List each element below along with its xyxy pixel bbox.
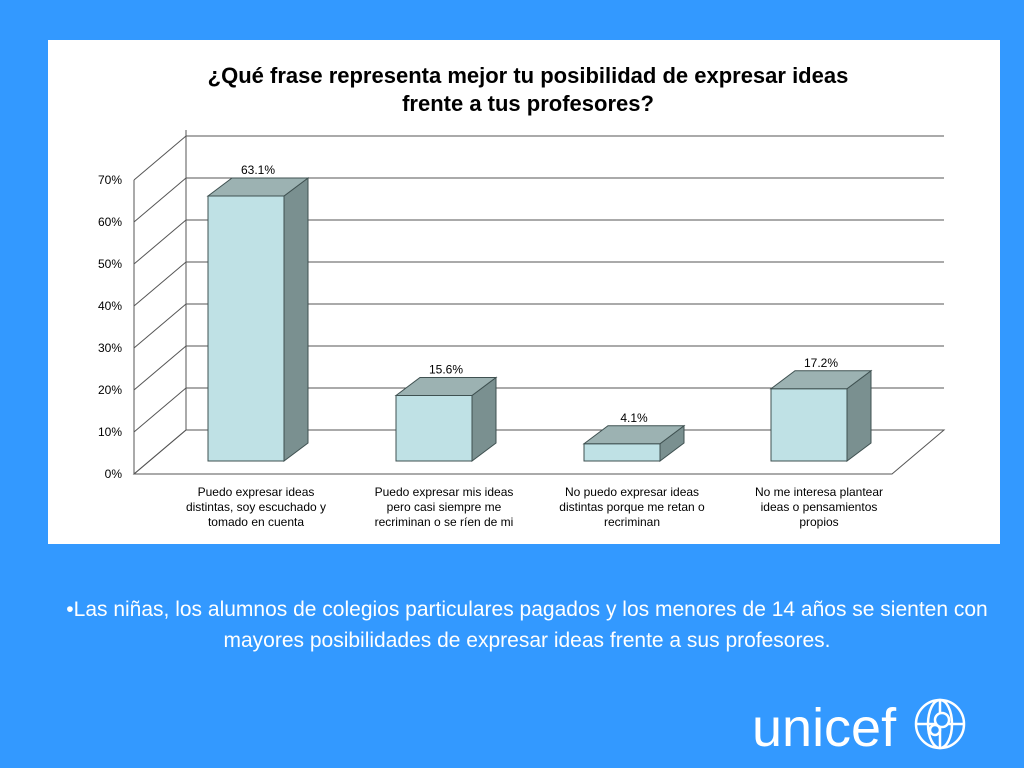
bar-front <box>207 195 285 462</box>
x-category-label: recriminan <box>604 515 660 529</box>
gridline-side <box>133 387 187 433</box>
x-category-label: distintas, soy escuchado y <box>186 500 326 514</box>
y-tick-label: 50% <box>98 257 122 271</box>
bar-front <box>583 443 661 462</box>
y-tick-label: 0% <box>105 467 123 481</box>
bar-front <box>770 388 848 462</box>
x-category-label: distintas porque me retan o <box>559 500 705 514</box>
gridline-side <box>133 303 187 349</box>
data-label: 4.1% <box>620 411 648 425</box>
x-category-label: No me interesa plantear <box>755 485 883 499</box>
unicef-logo: unicef <box>752 698 966 758</box>
y-tick-label: 10% <box>98 425 122 439</box>
x-category-label: propios <box>799 515 838 529</box>
data-label: 17.2% <box>804 356 838 370</box>
bar-top <box>206 177 310 197</box>
x-category-label: recriminan o se ríen de mi <box>375 515 514 529</box>
x-category-label: Puedo expresar mis ideas <box>375 485 514 499</box>
bar-front <box>395 394 473 462</box>
logo-text: unicef <box>752 698 897 758</box>
data-label: 15.6% <box>429 362 463 376</box>
y-tick-label: 30% <box>98 341 122 355</box>
bar-top <box>769 370 873 390</box>
bar-top <box>394 376 498 396</box>
globe-icon <box>914 698 966 750</box>
y-tick-label: 60% <box>98 215 122 229</box>
chart-title-line-1: ¿Qué frase representa mejor tu posibilid… <box>207 63 849 88</box>
chart-title: ¿Qué frase representa mejor tu posibilid… <box>108 62 948 118</box>
chart-floor <box>132 429 946 475</box>
bar-side <box>283 176 309 462</box>
summary-text: •Las niñas, los alumnos de colegios part… <box>66 598 988 652</box>
gridline-side <box>133 177 187 223</box>
x-category-label: ideas o pensamientos <box>761 500 878 514</box>
y-tick-label: 40% <box>98 299 122 313</box>
gridline-side <box>133 135 187 181</box>
y-tick-label: 70% <box>98 173 122 187</box>
data-label: 63.1% <box>241 163 275 177</box>
gridline-side <box>133 345 187 391</box>
bar-top <box>582 425 686 445</box>
x-category-label: Puedo expresar ideas <box>198 485 315 499</box>
gridline-side <box>133 219 187 265</box>
bar-chart: 0% 10% 20% 30% 40% 50% 60% 70% 63.1% Puedo expres… <box>98 130 946 529</box>
y-tick-label: 20% <box>98 383 122 397</box>
chart-panel: ¿Qué frase representa mejor tu posibilid… <box>48 40 1000 544</box>
chart-title-line-2: frente a tus profesores? <box>402 91 654 116</box>
x-category-label: No puedo expresar ideas <box>565 485 699 499</box>
x-category-label: pero casi siempre me <box>387 500 502 514</box>
x-category-label: tomado en cuenta <box>208 515 304 529</box>
gridline-side <box>133 261 187 307</box>
